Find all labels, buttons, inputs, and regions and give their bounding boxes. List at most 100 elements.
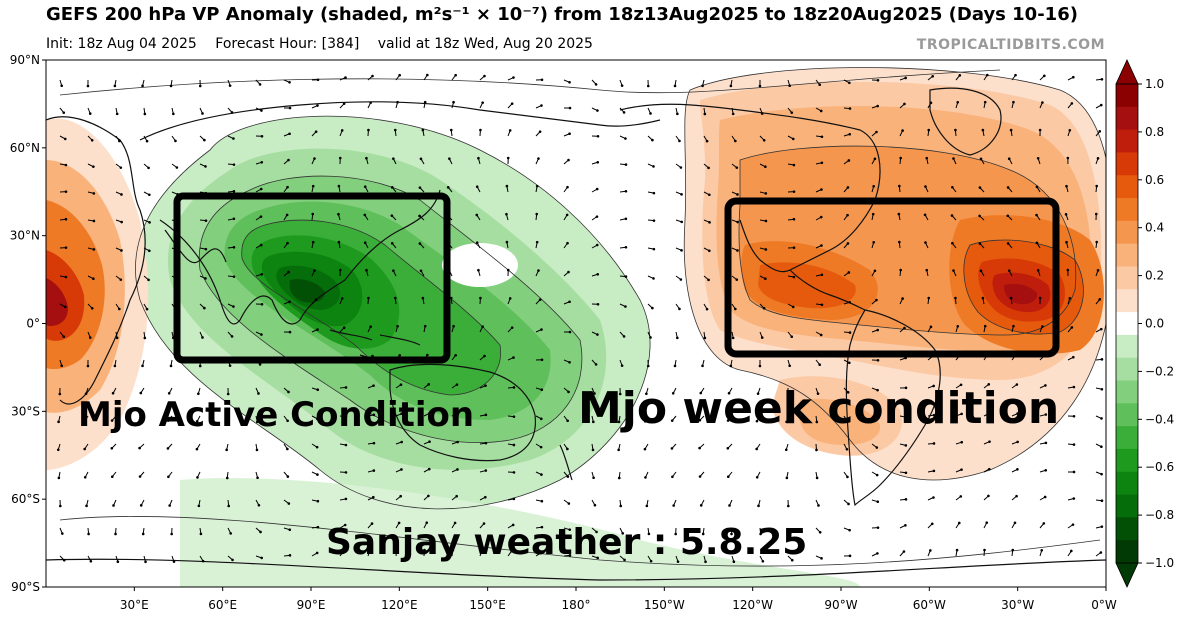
wind-vector-head [591,448,595,452]
colorbar-segment [1116,380,1138,404]
wind-vector-head [791,137,795,141]
colorbar-segment [1116,175,1138,199]
wind-vector-head [707,166,710,170]
wind-vector-head [259,243,263,247]
wind-vector-head [792,246,796,249]
wind-vector-head [201,559,205,563]
wind-vector-head [924,185,927,188]
wind-vector-head [848,554,852,558]
wind-vector-head [622,335,626,338]
wind-vector-head [455,383,459,386]
colorbar-segment [1116,289,1138,313]
wind-vector-head [396,100,399,104]
wind-vector-head [484,413,488,417]
wind-vector-head [482,522,486,525]
wind-vector-head [1099,103,1103,107]
wind-vector-head [287,390,290,394]
wind-vector-head [115,336,119,340]
wind-vector-head [1065,184,1068,188]
wind-vector-head [952,157,955,160]
wind-vector-head [731,336,735,340]
wind-vector-head [399,494,402,498]
wind-vector-head [784,448,788,452]
wind-vector-head [453,521,457,525]
wind-vector-head [535,212,539,216]
wind-vector-head [316,499,320,503]
wind-vector-head [484,495,487,499]
mjo-active-label: Mjo Active Condition [78,395,475,435]
wind-vector-head [951,185,954,189]
wind-vector-head [390,242,394,245]
wind-vector-head [60,84,64,88]
wind-vector-head [927,128,931,132]
wind-vector-head [622,111,626,114]
wind-vector-head [118,307,121,311]
wind-vector-head [979,269,983,273]
wind-vector-head [390,214,394,217]
wind-vector-head [1012,100,1015,104]
wind-vector-head [624,305,627,308]
wind-vector-head [904,498,908,501]
wind-vector-head [673,364,677,368]
wind-vector-head [876,359,880,362]
colorbar-tick-label: 0.0 [1145,317,1164,331]
wind-vector-head [475,241,479,245]
wind-vector-head [92,192,96,195]
wind-vector-head [1015,494,1018,498]
wind-vector-head [566,185,569,189]
wind-vector-head [395,548,399,552]
wind-vector-head [649,112,652,115]
wind-vector-head [932,384,935,388]
wind-vector-head [138,446,141,450]
wind-vector-head [596,109,599,112]
wind-vector-head [987,494,990,498]
wind-vector-head [512,443,516,447]
wind-vector-head [1036,268,1040,272]
wind-vector-head [400,412,403,416]
wind-vector-head [512,386,516,389]
wind-vector-head [876,328,879,332]
wind-vector-head [930,522,934,526]
wind-vector-head [872,240,875,244]
wind-vector-head [1006,214,1010,218]
wind-vector-head [647,532,651,536]
wind-vector-head [1009,296,1013,300]
wind-vector-head [624,275,628,278]
wind-vector-head [755,419,759,423]
wind-vector-head [901,297,904,300]
wind-vector-head [676,112,679,116]
wind-vector-head [652,191,656,195]
wind-vector-head [86,364,90,368]
wind-vector-head [203,306,206,310]
longitude-label: 90°E [297,598,326,612]
wind-vector-head [316,473,319,476]
wind-vector-head [56,448,60,452]
wind-vector-head [484,441,488,445]
wind-vector-head [169,364,173,368]
colorbar-tick-label: −0.2 [1145,364,1174,378]
colorbar-segment [1116,426,1138,450]
wind-vector-head [363,241,367,244]
colorbar-segment [1116,448,1138,473]
wind-vector-head [983,100,987,104]
wind-vector-head [175,166,179,169]
wind-vector-head [848,107,852,110]
valid-time: valid at 18z Wed, Aug 20 2025 [377,36,593,52]
wind-vector-head [423,100,427,104]
wind-vector-head [232,163,236,166]
wind-vector-head [475,213,479,217]
wind-vector-head [539,551,543,555]
wind-vector-head [512,471,516,474]
wind-vector-head [371,74,374,78]
wind-vector-head [393,128,397,132]
wind-vector-head [652,219,656,222]
wind-vector-head [904,471,908,475]
wind-vector-head [623,558,626,562]
wind-vector-head [398,73,401,77]
wind-vector-head [698,419,702,422]
wind-vector-head [340,129,344,132]
wind-vector-head [952,269,955,272]
author-signature: Sanjay weather : 5.8.25 [326,522,808,563]
wind-vector-head [115,112,119,116]
wind-vector-head [288,300,291,304]
